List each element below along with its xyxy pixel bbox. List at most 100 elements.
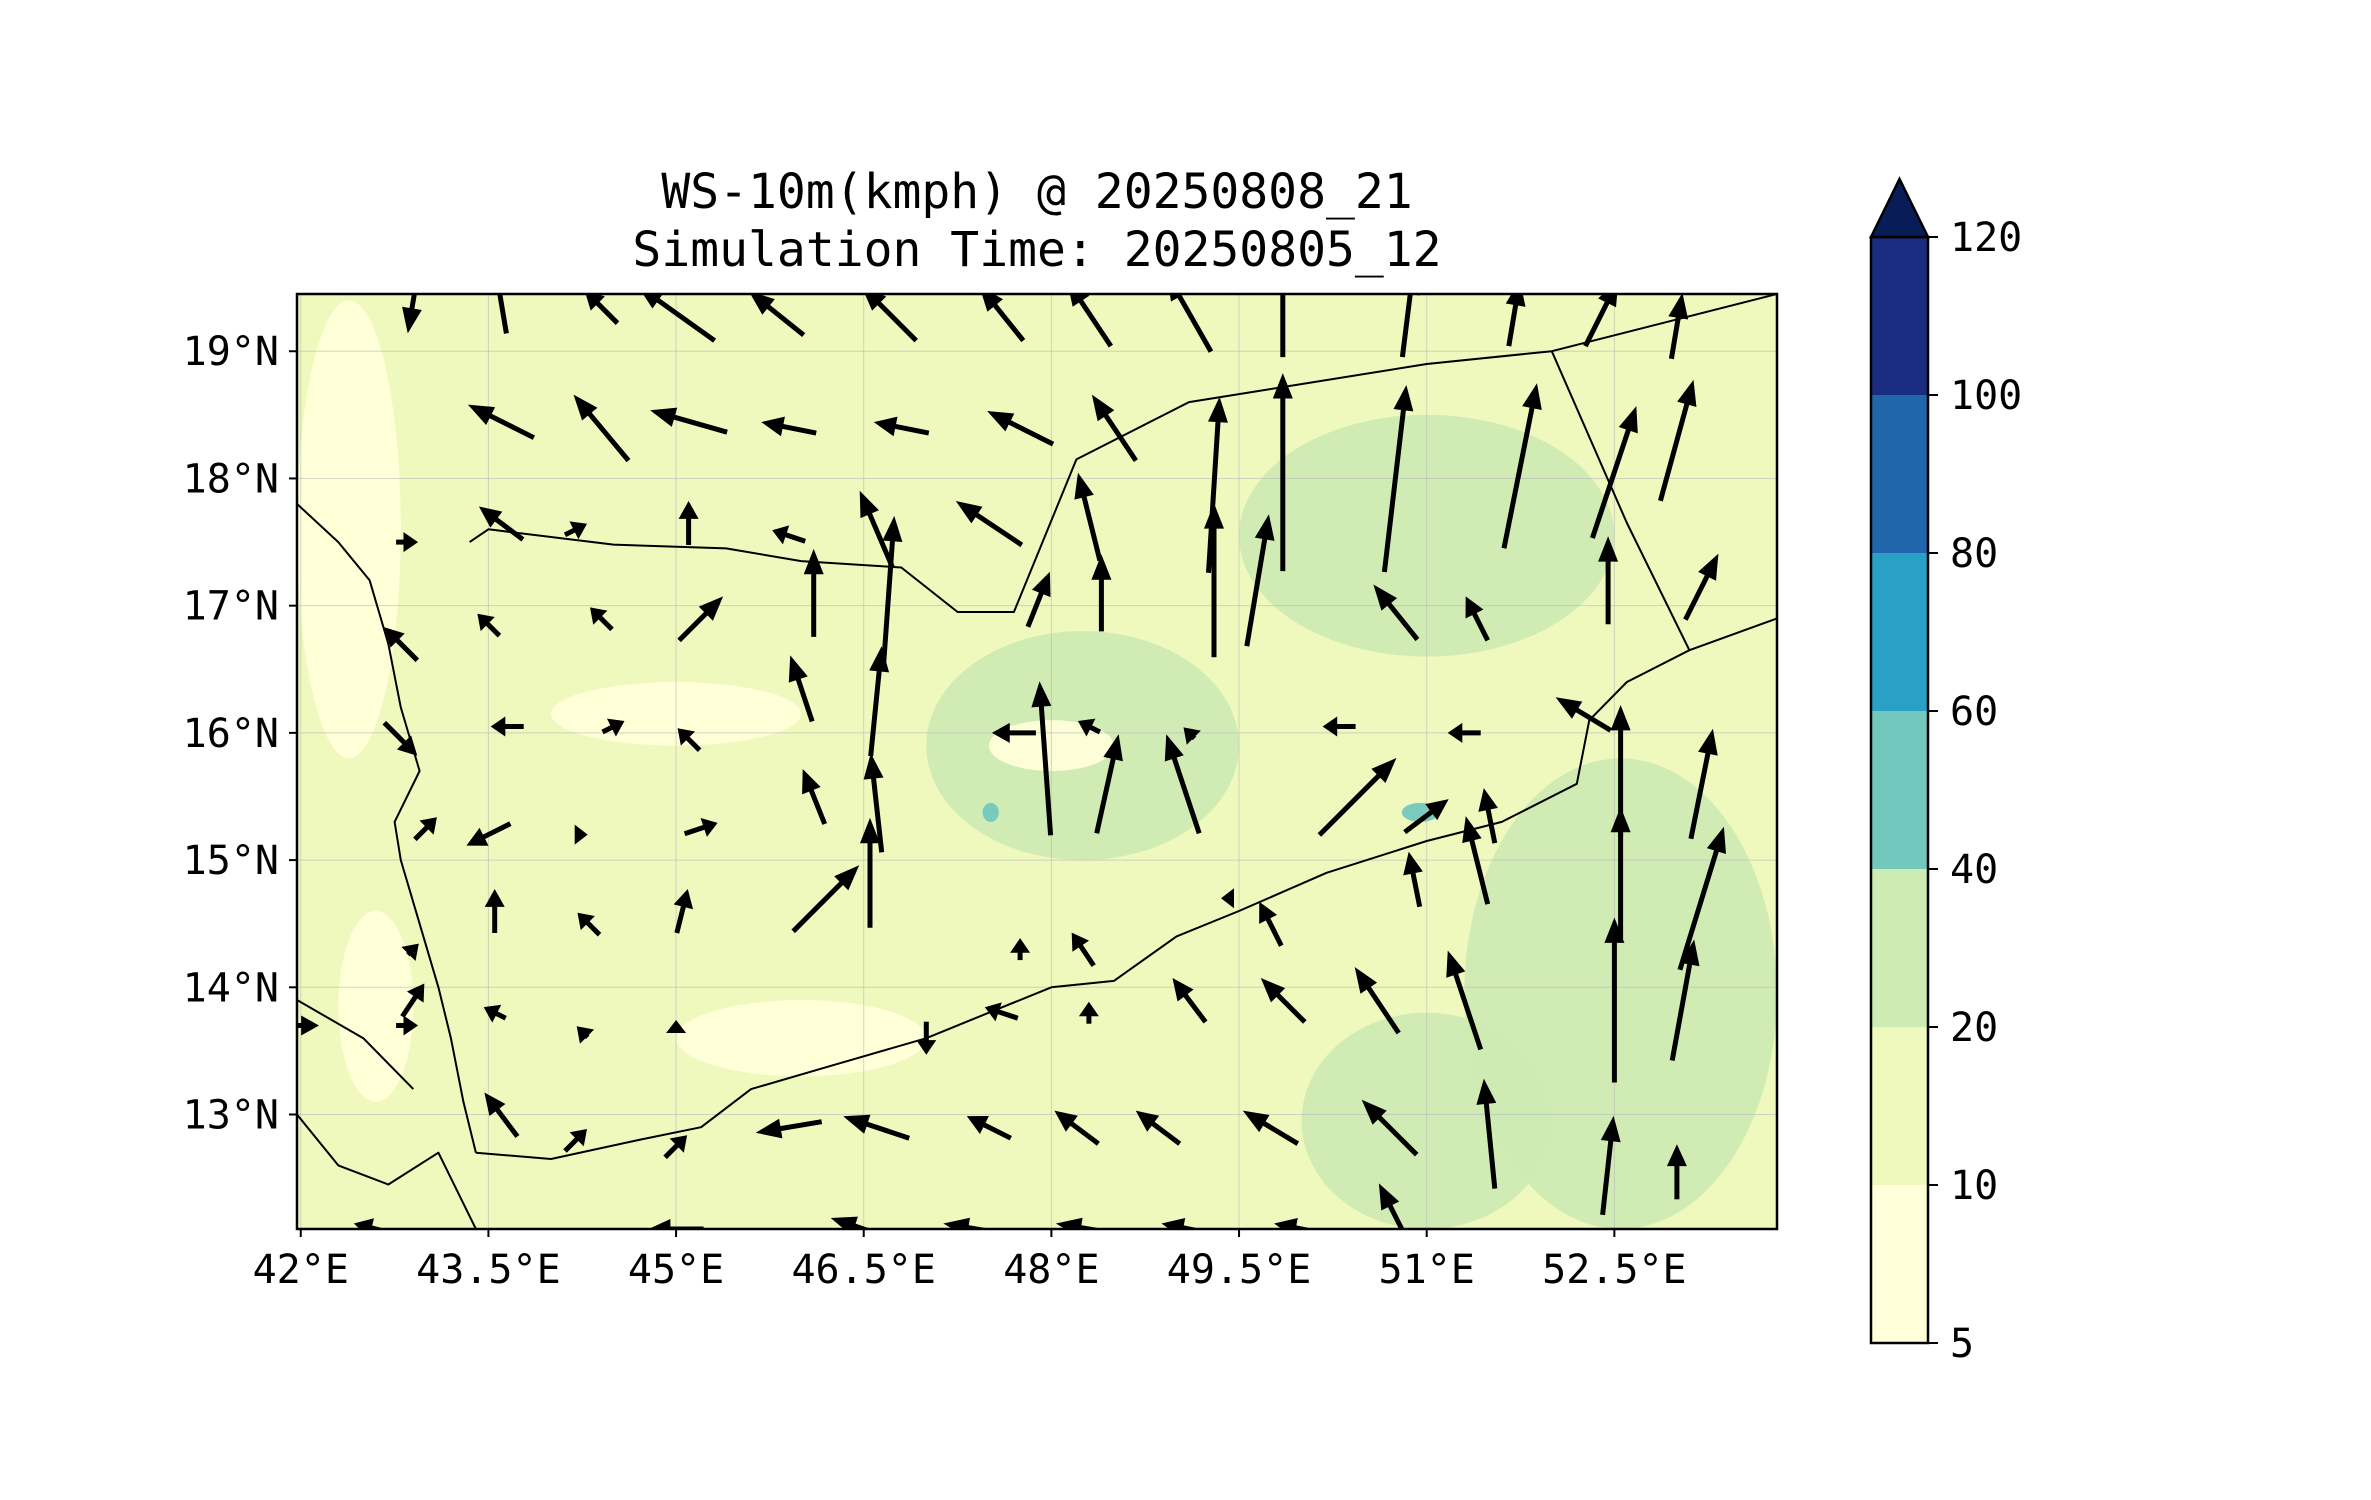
lon-tick-label: 48°E [1003, 1247, 1099, 1293]
wind-vector [666, 1020, 687, 1033]
lat-tick-label: 15°N [183, 838, 279, 884]
lon-tick-label: 45°E [628, 1247, 724, 1293]
figure-subtitle: Simulation Time: 20250805_12 [632, 222, 1442, 278]
wind-vector [484, 1092, 520, 1139]
wind-vector [1465, 596, 1490, 642]
figure-title-block: WS-10m(kmph) @ 20250808_21 Simulation Ti… [297, 163, 1777, 279]
wind-vector [1604, 917, 1625, 1083]
wind-speed-region-4 [338, 910, 414, 1102]
wind-vector [860, 817, 880, 928]
lon-tick-label: 43.5°E [416, 1247, 561, 1293]
wind-vector [677, 596, 724, 643]
wind-vector [663, 1135, 688, 1160]
wind-vector [761, 416, 817, 437]
lat-tick-label: 14°N [183, 965, 279, 1011]
wind-vector [1244, 514, 1275, 647]
map-panel [297, 294, 1777, 1229]
wind-vector [1259, 901, 1284, 947]
wind-vector [991, 722, 1036, 743]
wind-vector [396, 532, 419, 553]
wind-vector [987, 411, 1055, 447]
wind-vector [1446, 950, 1484, 1051]
wind-vector [563, 1129, 587, 1153]
wind-vector [1031, 681, 1054, 836]
wind-vector [1091, 554, 1112, 632]
colorbar-segment [1871, 395, 1928, 553]
wind-vector [650, 407, 728, 435]
wind-vector [966, 1116, 1012, 1141]
wind-vector [861, 294, 918, 343]
wind-vector [1669, 939, 1700, 1061]
wind-vector [1399, 294, 1421, 358]
wind-vector [576, 1026, 595, 1044]
wind-vector [1378, 1183, 1415, 1229]
wind-vector [584, 294, 620, 325]
wind-vector [1164, 734, 1202, 835]
colorbar-segment [1871, 553, 1928, 711]
wind-vector [677, 728, 702, 752]
wind-vector [1221, 888, 1234, 909]
wind-vector [590, 607, 614, 632]
colorbar: 5 10 20 40 60 80 100 120 [1868, 176, 2022, 1367]
colorbar-tick-label: 120 [1950, 215, 2022, 261]
colorbar-tick-label: 10 [1950, 1163, 1998, 1209]
colorbar-segment [1871, 869, 1928, 1027]
wind-vector [1476, 1078, 1498, 1189]
coastline-red-sea [297, 503, 477, 1153]
lat-tick-label: 16°N [183, 711, 279, 757]
lat-tick-label: 19°N [183, 329, 279, 375]
wind-vector [1010, 938, 1031, 961]
wind-vector [1555, 697, 1612, 733]
wind-vector [1403, 851, 1423, 908]
wind-speed-region-8 [297, 300, 401, 759]
wind-vector [748, 294, 806, 338]
lat-tick-label: 18°N [183, 456, 279, 502]
wind-vector [413, 817, 437, 842]
wind-vector [396, 1015, 419, 1036]
wind-vector [577, 912, 602, 937]
wind-vector [1071, 932, 1096, 967]
colorbar-tick-label: 40 [1950, 847, 1998, 893]
wind-vector [1066, 294, 1113, 348]
lon-tick-label: 46.5°E [791, 1247, 936, 1293]
wind-vector [648, 1219, 704, 1229]
wind-vector [755, 1118, 823, 1139]
wind-vector [984, 1002, 1019, 1022]
lon-tick-label: 51°E [1379, 1247, 1475, 1293]
wind-vector [1462, 816, 1491, 905]
wind-vector [490, 716, 524, 737]
wind-vector [1590, 406, 1638, 539]
wind-vector [573, 394, 631, 463]
figure-title: WS-10m(kmph) @ 20250808_21 [661, 164, 1413, 220]
wind-vector [791, 865, 860, 934]
wind-vector [1135, 1110, 1182, 1146]
gridlines [297, 294, 1777, 1229]
wind-vector [788, 655, 815, 723]
colorbar-segment [1871, 237, 1928, 395]
wind-vector [1361, 1099, 1419, 1157]
wind-vector [863, 753, 885, 853]
wind-vector [1505, 294, 1526, 347]
wind-vector [1272, 373, 1293, 572]
wind-vector [1666, 1144, 1687, 1200]
wind-vector [1501, 383, 1542, 549]
wind-vector [955, 500, 1024, 548]
wind-vector [1598, 536, 1619, 625]
wind-vector [1583, 294, 1619, 348]
colorbar-tick-label: 60 [1950, 689, 1998, 735]
wind-vector [574, 824, 588, 845]
yemen-oman-border [1550, 350, 1691, 651]
wind-vector [979, 294, 1026, 343]
wind-vector [489, 294, 510, 334]
latitude-ticks: 13°N 14°N 15°N 16°N 17°N 18°N 19°N [183, 329, 297, 1139]
wind-vector [1260, 978, 1307, 1024]
colorbar-segment [1871, 711, 1928, 869]
wind-vector-layer [297, 294, 1726, 1229]
wind-speed-region-9 [982, 802, 999, 822]
wind-vector [478, 506, 525, 542]
wind-vector [1183, 727, 1201, 745]
colorbar-tick-label: 100 [1950, 373, 2022, 419]
coastline-gulf-of-aden [475, 617, 1777, 1160]
wind-vector [1091, 394, 1138, 462]
wind-vector [466, 821, 512, 846]
